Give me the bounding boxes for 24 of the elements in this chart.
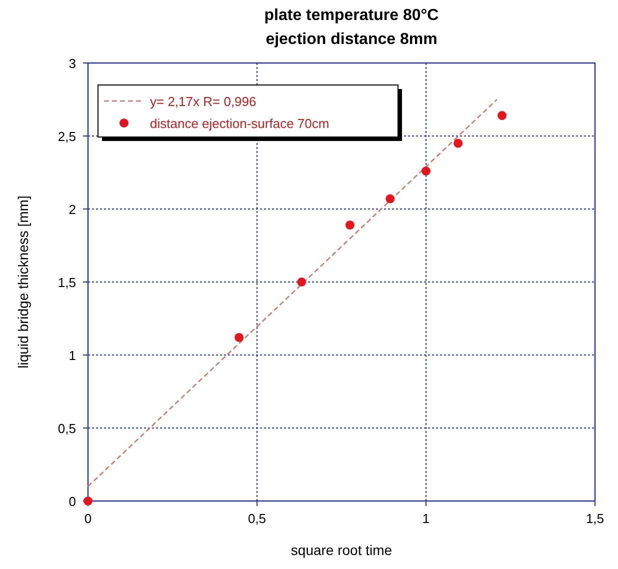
legend-label: distance ejection-surface 70cm [150, 116, 330, 131]
x-tick-label: 1,5 [586, 511, 604, 526]
x-tick-label: 1 [422, 511, 430, 526]
legend-label: y= 2,17x R= 0,996 [150, 94, 256, 109]
point [422, 166, 430, 176]
chart-title: plate temperature 80°C ejection distance 8mm [264, 7, 440, 48]
point [454, 138, 463, 148]
point [386, 194, 395, 204]
y-tick-label: 2,5 [58, 129, 76, 144]
y-tick-label: 1 [68, 348, 76, 363]
y-tick-label: 3 [68, 56, 76, 71]
y-tick-label: 2 [68, 202, 76, 217]
point [84, 496, 92, 506]
y-tick-label: 1,5 [58, 275, 76, 290]
x-tick-label: 0,5 [248, 511, 266, 526]
point [234, 332, 244, 342]
point [297, 278, 306, 286]
point [498, 111, 507, 120]
y-tick-label: 0,5 [58, 421, 76, 436]
x-axis-title: square root time [290, 542, 392, 558]
y-axis-title: liquid bridge thickness [mm] [15, 196, 31, 368]
point [345, 220, 354, 230]
y-tick-label: 0 [68, 494, 76, 509]
x-tick-label: 0 [84, 511, 92, 526]
